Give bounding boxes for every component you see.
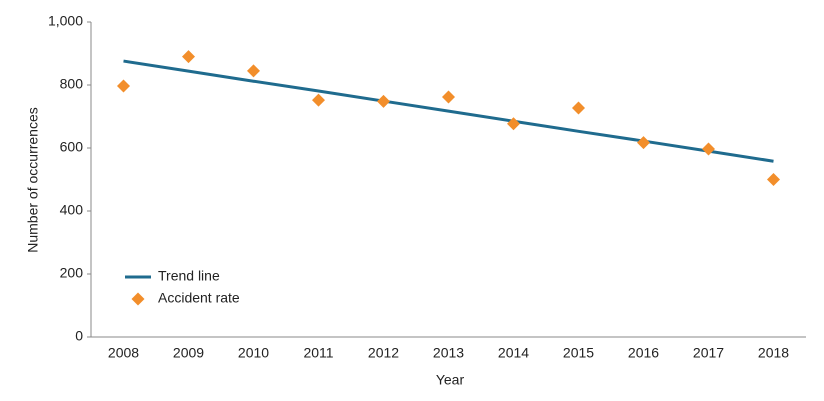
y-tick-label: 600 (60, 139, 84, 155)
x-tick-label: 2011 (303, 345, 333, 361)
y-tick-label: 1,000 (48, 13, 83, 29)
data-point (702, 142, 715, 156)
x-tick-label: 2014 (498, 345, 529, 361)
x-tick-label: 2017 (693, 345, 724, 361)
trend-line (123, 59, 774, 163)
data-point (312, 93, 325, 107)
x-axis-title: Year (436, 372, 465, 388)
data-point (377, 94, 390, 108)
legend-marker (131, 292, 145, 306)
data-point (117, 79, 130, 93)
x-tick-label: 2012 (368, 345, 399, 361)
y-axis-title: Number of occurrences (25, 107, 41, 253)
x-tick-label: 2015 (563, 345, 594, 361)
data-point (572, 101, 585, 115)
legend-label: Trend line (158, 268, 220, 284)
data-point (247, 64, 260, 78)
x-tick-label: 2018 (758, 345, 789, 361)
y-tick-label: 200 (60, 265, 84, 281)
legend-label: Accident rate (158, 290, 240, 306)
y-tick-label: 400 (60, 202, 84, 218)
x-tick-label: 2010 (238, 345, 269, 361)
data-point (182, 50, 195, 64)
data-point (637, 136, 650, 150)
x-tick-label: 2009 (173, 345, 204, 361)
data-point (767, 173, 780, 186)
x-tick-label: 2013 (433, 345, 464, 361)
y-tick-label: 0 (75, 328, 83, 344)
x-tick-label: 2008 (108, 345, 139, 361)
data-point (507, 117, 520, 131)
x-tick-label: 2016 (628, 345, 659, 361)
data-point (442, 90, 455, 104)
y-tick-label: 800 (60, 76, 84, 92)
